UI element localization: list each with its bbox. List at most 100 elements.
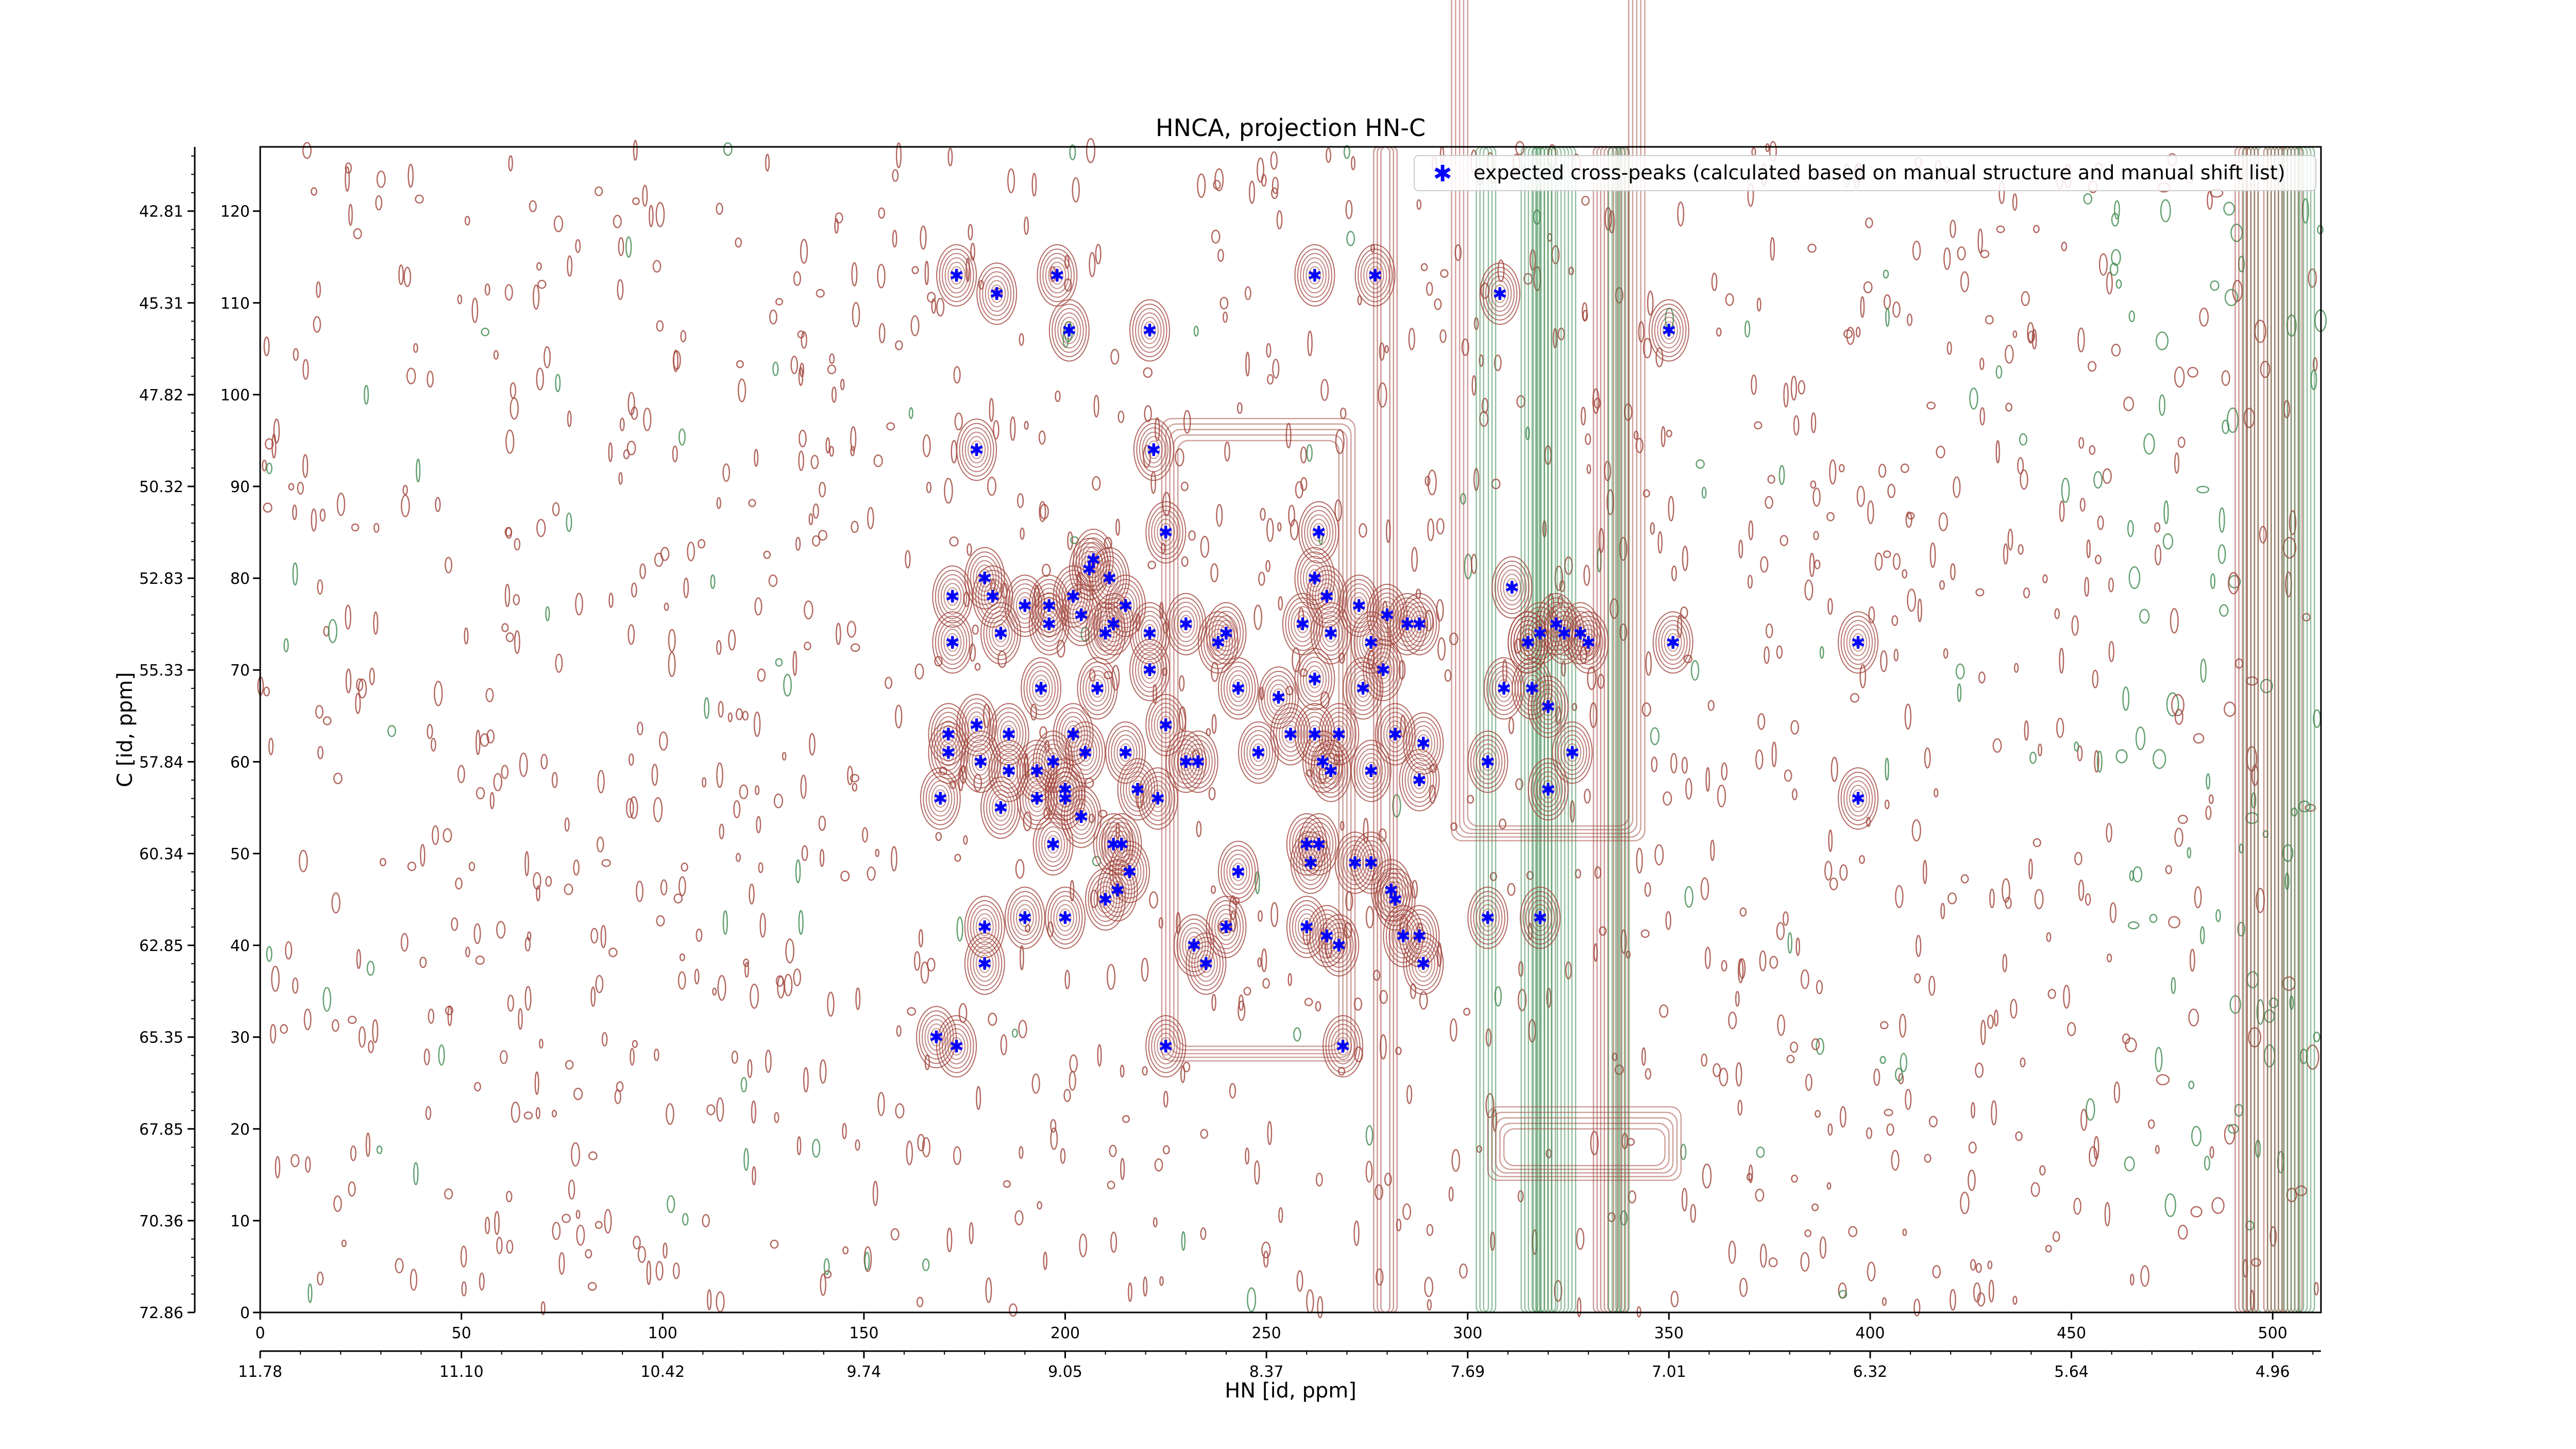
noise-contour	[355, 693, 361, 714]
cross-peak-marker: ✱	[1078, 743, 1093, 764]
noise-contour	[2059, 500, 2065, 523]
noise-contour	[1350, 156, 1355, 171]
cross-peak-marker: ✱	[1364, 761, 1379, 782]
noise-contour	[681, 862, 688, 872]
noise-contour	[842, 1246, 849, 1255]
peak-contour	[930, 707, 966, 761]
noise-contour	[1737, 958, 1744, 984]
noise-contour	[1895, 885, 1904, 908]
noise-contour	[1379, 990, 1388, 1004]
noise-contour	[552, 502, 560, 516]
noise-contour	[1767, 475, 1775, 484]
noise-contour	[551, 1109, 557, 1118]
peak-contour	[1410, 610, 1429, 638]
noise-contour	[590, 928, 599, 944]
noise-contour	[1278, 596, 1283, 611]
peak-contour	[943, 629, 962, 656]
peak-contour	[1327, 766, 1334, 776]
noise-contour	[2029, 751, 2037, 764]
peak-contour	[1104, 817, 1139, 871]
peak-contour	[967, 937, 1003, 991]
peak-contour	[1387, 885, 1395, 896]
noise-contour	[529, 200, 537, 212]
legend: ✱ expected cross-peaks (calculated based…	[1414, 155, 2316, 191]
noise-contour	[425, 1106, 432, 1120]
noise-contour	[311, 508, 317, 532]
cross-peak-marker: ✱	[1493, 284, 1507, 305]
noise-contour	[518, 1008, 523, 1030]
peak-contour	[946, 587, 959, 606]
noise-contour	[2260, 361, 2270, 378]
noise-contour	[1883, 550, 1891, 559]
peak-contour	[1470, 891, 1505, 945]
peak-contour	[1048, 261, 1066, 289]
noise-contour	[1680, 606, 1688, 619]
peak-contour	[997, 716, 1021, 752]
noise-contour	[835, 622, 841, 645]
noise-contour	[1900, 1053, 1908, 1072]
noise-contour	[552, 1221, 561, 1240]
noise-contour	[1816, 1038, 1824, 1055]
noise-contour	[2114, 200, 2121, 220]
cross-peak-marker: ✱	[1058, 908, 1073, 929]
noise-contour	[2174, 366, 2185, 388]
peak-contour	[1082, 666, 1112, 711]
contour-streak	[1491, 1111, 1678, 1177]
noise-contour	[415, 194, 424, 204]
noise-contour	[798, 909, 804, 935]
noise-contour	[2207, 191, 2213, 210]
peak-contour	[1021, 657, 1062, 720]
noise-contour	[365, 1132, 370, 1157]
peak-contour	[1328, 1024, 1358, 1069]
peak-contour	[1505, 578, 1518, 597]
peak-contour	[1100, 564, 1118, 592]
cross-peak-markers: ✱✱✱✱ ✱✱ ✱✱✱✱ ✱✱✱✱✱✱ ✱ ✱ ✱ ✱✱✱✱✱✱✱ ✱ ✱ ✱✱✱✱✱ ✱✱✱ ✱ ✱ ✱✱…	[929, 265, 1866, 1057]
noise-contour	[710, 574, 716, 589]
noise-contour	[1728, 1012, 1737, 1030]
peak-contour	[1476, 744, 1500, 780]
noise-contour	[679, 953, 685, 962]
noise-contour	[1019, 333, 1024, 346]
peak-contour	[1081, 542, 1106, 578]
noise-contour	[2251, 1258, 2261, 1267]
noise-contour	[1055, 390, 1061, 402]
noise-contour	[735, 853, 741, 862]
peak-contour	[1318, 914, 1360, 977]
noise-contour	[1943, 648, 1948, 659]
noise-contour	[524, 986, 532, 1011]
noise-contour	[989, 398, 994, 422]
cross-peak-marker: ✱	[1396, 926, 1411, 947]
noise-contour	[757, 668, 766, 682]
peak-contour	[1146, 780, 1170, 817]
y-ppm-tick-label: 60.34	[139, 845, 183, 863]
noise-contour	[2034, 889, 2044, 909]
noise-contour	[1098, 810, 1108, 818]
peak-contour	[1846, 780, 1870, 817]
noise-contour	[372, 1019, 379, 1043]
cross-peak-marker: ✱	[1412, 926, 1427, 947]
noise-contour	[1975, 588, 1985, 597]
noise-contour	[336, 492, 346, 516]
noise-contour	[1813, 531, 1819, 541]
noise-contour	[1300, 446, 1307, 464]
noise-contour	[1318, 530, 1324, 545]
noise-contour	[513, 594, 520, 605]
peak-contour	[1050, 895, 1080, 940]
peak-contour	[1026, 666, 1056, 711]
peak-contour	[1554, 726, 1590, 780]
noise-contour	[1960, 874, 1969, 884]
peak-contour	[1531, 904, 1549, 932]
noise-contour	[1260, 508, 1266, 521]
peak-contour	[1330, 932, 1348, 959]
noise-contour	[2077, 745, 2083, 762]
noise-contour	[2005, 402, 2013, 412]
peak-contour	[970, 440, 983, 459]
noise-contour	[369, 667, 375, 685]
noise-contour	[895, 1103, 905, 1119]
noise-contour	[1838, 1290, 1848, 1299]
noise-contour	[735, 237, 742, 248]
noise-contour	[1826, 512, 1835, 521]
noise-contour	[2092, 669, 2099, 688]
noise-contour	[770, 1239, 779, 1249]
peak-contour	[973, 720, 980, 730]
